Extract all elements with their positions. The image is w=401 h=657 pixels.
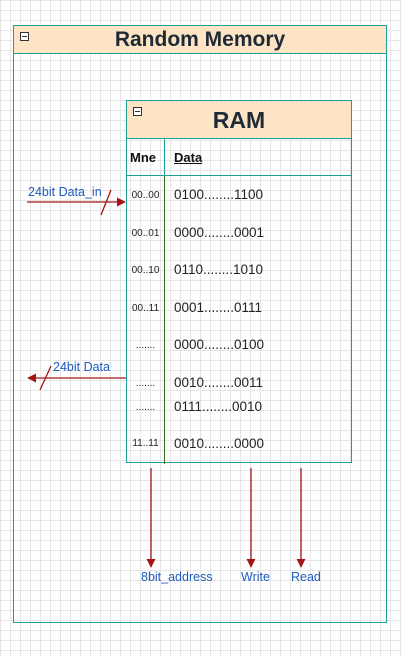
address-label: 8bit_address <box>141 570 213 584</box>
data-in-label: 24bit Data_in <box>28 185 102 199</box>
read-label: Read <box>291 570 321 584</box>
write-label: Write <box>241 570 270 584</box>
data-out-label: 24bit Data <box>53 360 110 374</box>
